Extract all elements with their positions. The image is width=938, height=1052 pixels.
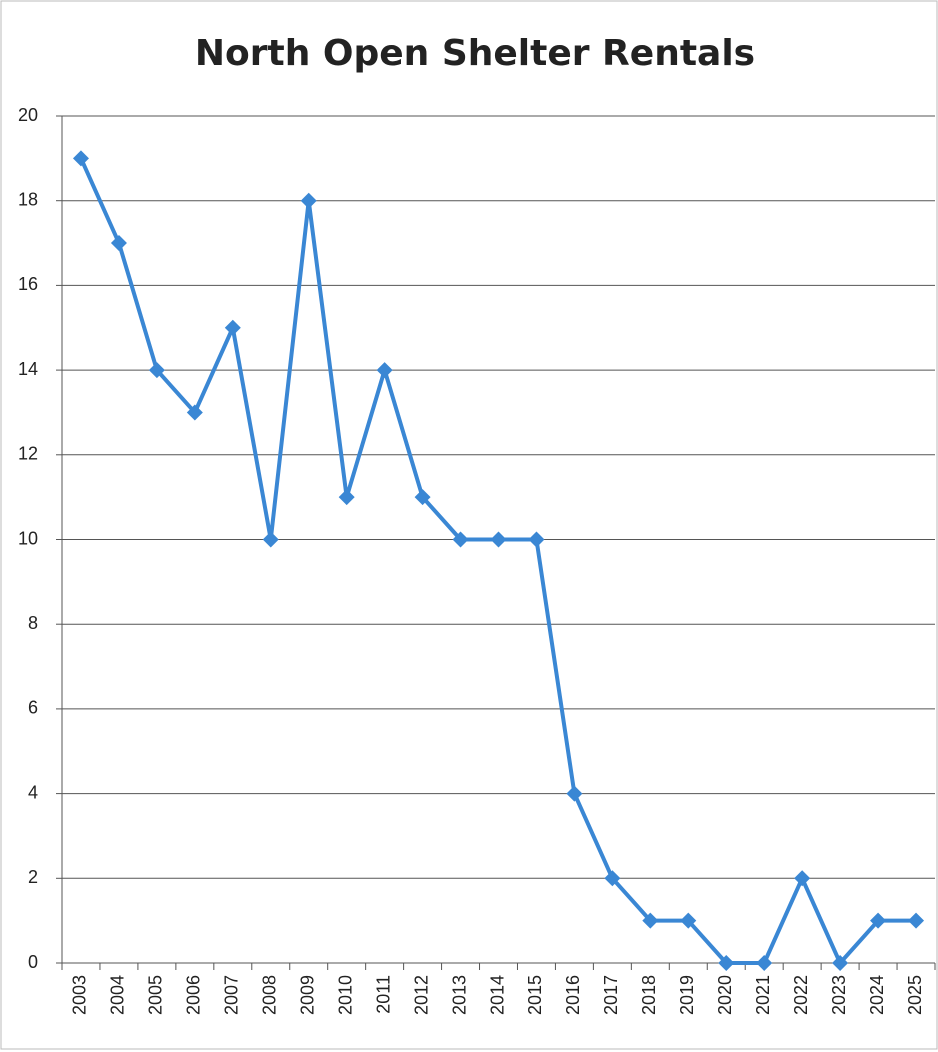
x-tick-label: 2018	[639, 975, 659, 1015]
marker	[376, 362, 393, 379]
x-tick-label: 2005	[146, 975, 166, 1015]
x-tick-label: 2016	[563, 975, 583, 1015]
marker	[452, 531, 469, 548]
x-tick-label: 2023	[829, 975, 849, 1015]
marker	[870, 912, 887, 929]
y-tick-label: 16	[18, 274, 38, 294]
marker	[148, 362, 165, 379]
x-tick-label: 2007	[222, 975, 242, 1015]
x-tick-label: 2012	[411, 975, 431, 1015]
x-tick-label: 2020	[715, 975, 735, 1015]
marker	[224, 319, 241, 336]
marker	[566, 785, 583, 802]
y-tick-label: 20	[18, 105, 38, 125]
x-tick-label: 2003	[70, 975, 90, 1015]
marker	[528, 531, 545, 548]
marker	[832, 955, 849, 971]
x-tick-label: 2024	[867, 975, 887, 1015]
y-tick-label: 18	[18, 189, 38, 209]
x-tick-label: 2010	[335, 975, 355, 1015]
marker	[908, 912, 925, 929]
marker	[110, 235, 127, 252]
y-tick-label: 14	[18, 359, 38, 379]
y-tick-label: 6	[28, 698, 38, 718]
marker	[642, 912, 659, 929]
marker	[186, 404, 203, 421]
y-tick-label: 0	[28, 952, 38, 972]
x-tick-label: 2022	[791, 975, 811, 1015]
marker	[300, 192, 317, 209]
marker	[414, 489, 431, 506]
x-tick-label: 2015	[525, 975, 545, 1015]
marker	[756, 955, 773, 971]
x-tick-label: 2008	[260, 975, 280, 1015]
x-tick-label: 2025	[905, 975, 925, 1015]
x-tick-label: 2006	[184, 975, 204, 1015]
y-tick-label: 4	[28, 782, 38, 802]
marker	[794, 870, 811, 887]
line	[79, 157, 917, 965]
marker	[604, 870, 621, 887]
marker	[680, 912, 697, 929]
marker	[72, 150, 89, 167]
chart-title: North Open Shelter Rentals	[195, 33, 755, 74]
x-tick-label: 2011	[373, 975, 393, 1014]
y-tick-label: 2	[28, 867, 38, 887]
marker	[338, 489, 355, 506]
x-tick-label: 2019	[677, 975, 697, 1015]
y-tick-label: 8	[28, 613, 38, 633]
x-tick-label: 2009	[297, 975, 317, 1015]
marker	[490, 531, 507, 548]
marker	[718, 955, 735, 971]
x-tick-label: 2017	[601, 975, 621, 1015]
marker	[262, 531, 279, 548]
x-tick-label: 2004	[108, 975, 128, 1015]
x-tick-label: 2021	[753, 975, 773, 1015]
x-tick-label: 2013	[449, 975, 469, 1015]
y-tick-label: 12	[18, 444, 38, 464]
x-tick-label: 2014	[487, 975, 507, 1015]
y-tick-label: 10	[18, 528, 38, 548]
